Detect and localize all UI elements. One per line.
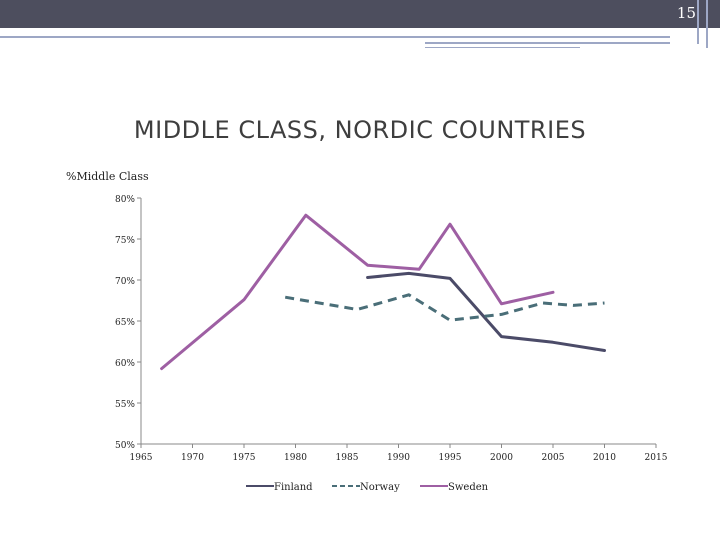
- x-tick-label: 2005: [542, 453, 565, 463]
- series-line-sweden: [160, 213, 555, 371]
- x-tick-label: 1995: [439, 453, 462, 463]
- y-tick-label: 65%: [115, 318, 135, 328]
- decorative-line: [425, 47, 580, 48]
- decorative-line: [0, 36, 670, 38]
- y-tick-label: 60%: [115, 359, 135, 369]
- x-tick-label: 1985: [336, 453, 359, 463]
- y-tick-label: 80%: [115, 195, 135, 205]
- x-tick-label: 1965: [130, 453, 153, 463]
- legend-label: Finland: [274, 482, 313, 493]
- x-tick-label: 1970: [181, 453, 204, 463]
- x-tick-label: 1975: [233, 453, 256, 463]
- legend-label: Norway: [360, 482, 400, 493]
- y-tick-label: 75%: [115, 236, 135, 246]
- x-tick-label: 2010: [593, 453, 616, 463]
- title-bar: [0, 0, 720, 28]
- y-tick-label: 70%: [115, 277, 135, 287]
- decorative-line: [697, 0, 699, 44]
- decorative-line: [425, 42, 670, 44]
- x-tick-label: 1980: [284, 453, 307, 463]
- chart-title: MIDDLE CLASS, NORDIC COUNTRIES: [133, 116, 587, 144]
- y-tick-label: 55%: [115, 400, 135, 410]
- x-tick-label: 2015: [645, 453, 668, 463]
- decorative-line: [706, 0, 708, 48]
- legend-label: Sweden: [448, 482, 489, 493]
- series-line-finland: [366, 271, 606, 352]
- series-line-norway: [284, 293, 605, 322]
- y-tick-label: 50%: [115, 441, 135, 451]
- x-tick-label: 1990: [387, 453, 410, 463]
- x-tick-label: 2000: [490, 453, 513, 463]
- y-axis-label: %Middle Class: [66, 170, 149, 183]
- slide-number: 15: [676, 4, 696, 22]
